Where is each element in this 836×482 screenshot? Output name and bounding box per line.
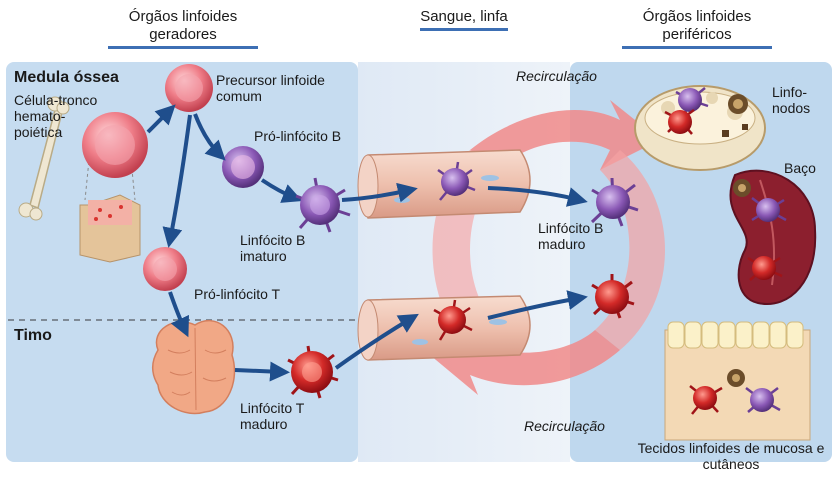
thymus-illustration: [152, 319, 236, 415]
arrow-precursor-to-pro-b: [193, 113, 226, 161]
immature-b-cell: [295, 177, 351, 233]
mature-t-label: Linfócito T maduro: [240, 400, 305, 432]
header-peripheral-text: Órgãos linfoides periféricos: [642, 8, 752, 43]
lymph-node-illustration: [634, 85, 766, 171]
pro-b-label: Pró-linfócito B: [254, 128, 342, 144]
lymph-nodes-label: Linfo-nodos: [772, 84, 811, 116]
t-cell-in-blood: [433, 299, 473, 341]
pro-t-label: Pró-linfócito T: [194, 286, 281, 302]
b-cell-in-blood: [437, 161, 476, 201]
recirculation-top-label: Recirculação: [516, 68, 597, 84]
mucosal-label: Tecidos linfoides de mucosa e cutâneos: [637, 440, 825, 472]
header-generating-text: Órgãos linfoides geradores: [128, 8, 238, 43]
arrow-immature-b-to-blood: [341, 182, 418, 203]
arrow-blood-to-mature-t: [487, 290, 588, 320]
bone-marrow-label: Medula óssea: [14, 69, 119, 86]
immature-b-label: Linfócito B imaturo: [240, 232, 306, 264]
stem-cell-label: Célula-tronco hemato-poiética: [14, 92, 98, 140]
header-underline: [420, 28, 508, 31]
header-generating-organs: Órgãos linfoides geradores: [108, 8, 258, 49]
arrow-thymus-to-mature-t: [234, 361, 290, 382]
common-precursor-label: Precursor linfoide comum: [216, 72, 325, 104]
recirculation-bottom-label: Recirculação: [524, 418, 605, 434]
mucosal-tissue-illustration: [664, 321, 811, 441]
arrow-blood-to-mature-b: [487, 186, 588, 207]
arrow-pro-t-to-thymus: [168, 291, 189, 338]
mature-t-cell: [287, 345, 339, 399]
spleen-label: Baço: [784, 160, 816, 176]
header-blood-lymph: Sangue, linfa: [420, 8, 508, 31]
arrow-stem-to-precursor: [146, 104, 176, 134]
thymus-label: Timo: [14, 327, 52, 344]
spleen-illustration: [729, 169, 817, 305]
bone-illustration: [18, 96, 70, 221]
mature-b-label: Linfócito B maduro: [538, 220, 604, 252]
header-blood-text: Sangue, linfa: [420, 8, 508, 25]
header-underline: [622, 46, 772, 49]
header-peripheral-organs: Órgãos linfoides periféricos: [622, 8, 772, 49]
arrow-precursor-to-pro-t: [162, 114, 192, 248]
arrow-mature-t-to-blood: [334, 313, 419, 370]
mature-b-cell: [590, 177, 639, 227]
arrow-pro-b-to-immature-b: [260, 178, 303, 203]
header-underline: [108, 46, 258, 49]
mature-t-cell-right: [591, 274, 635, 319]
recirculation-right-arc: [595, 150, 665, 350]
